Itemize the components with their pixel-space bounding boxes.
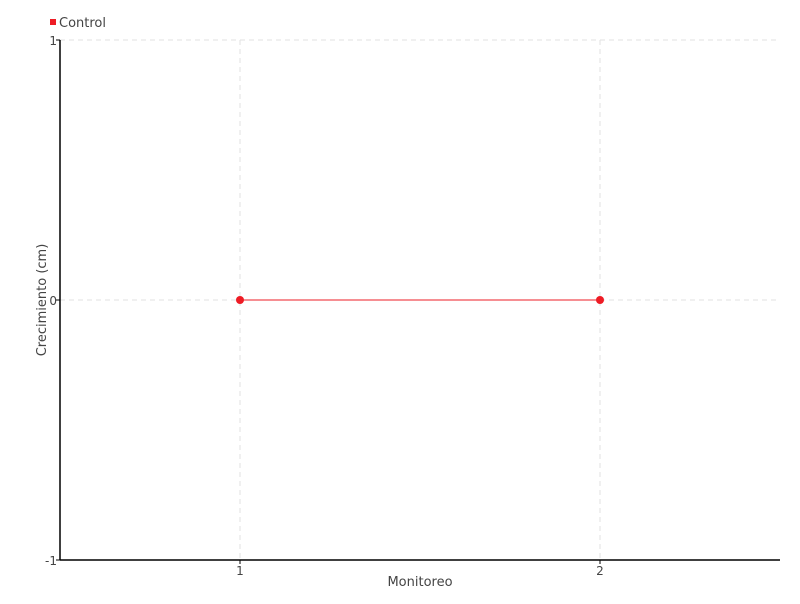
tick-labels: -1 0 1 1 2 <box>45 34 604 578</box>
y-tick-label: 0 <box>49 294 57 308</box>
x-tick-label: 2 <box>596 564 604 578</box>
axes <box>56 39 780 564</box>
y-tick-label: -1 <box>45 554 57 568</box>
legend: Control <box>50 16 106 31</box>
legend-label: Control <box>59 16 106 31</box>
y-tick-label: 1 <box>49 34 57 48</box>
data-point <box>596 296 604 304</box>
legend-swatch <box>50 19 56 25</box>
y-axis-label: Crecimiento (cm) <box>35 244 50 357</box>
data-point <box>236 296 244 304</box>
series-layer <box>236 296 604 304</box>
x-axis-label: Monitoreo <box>387 575 452 590</box>
x-tick-label: 1 <box>236 564 244 578</box>
